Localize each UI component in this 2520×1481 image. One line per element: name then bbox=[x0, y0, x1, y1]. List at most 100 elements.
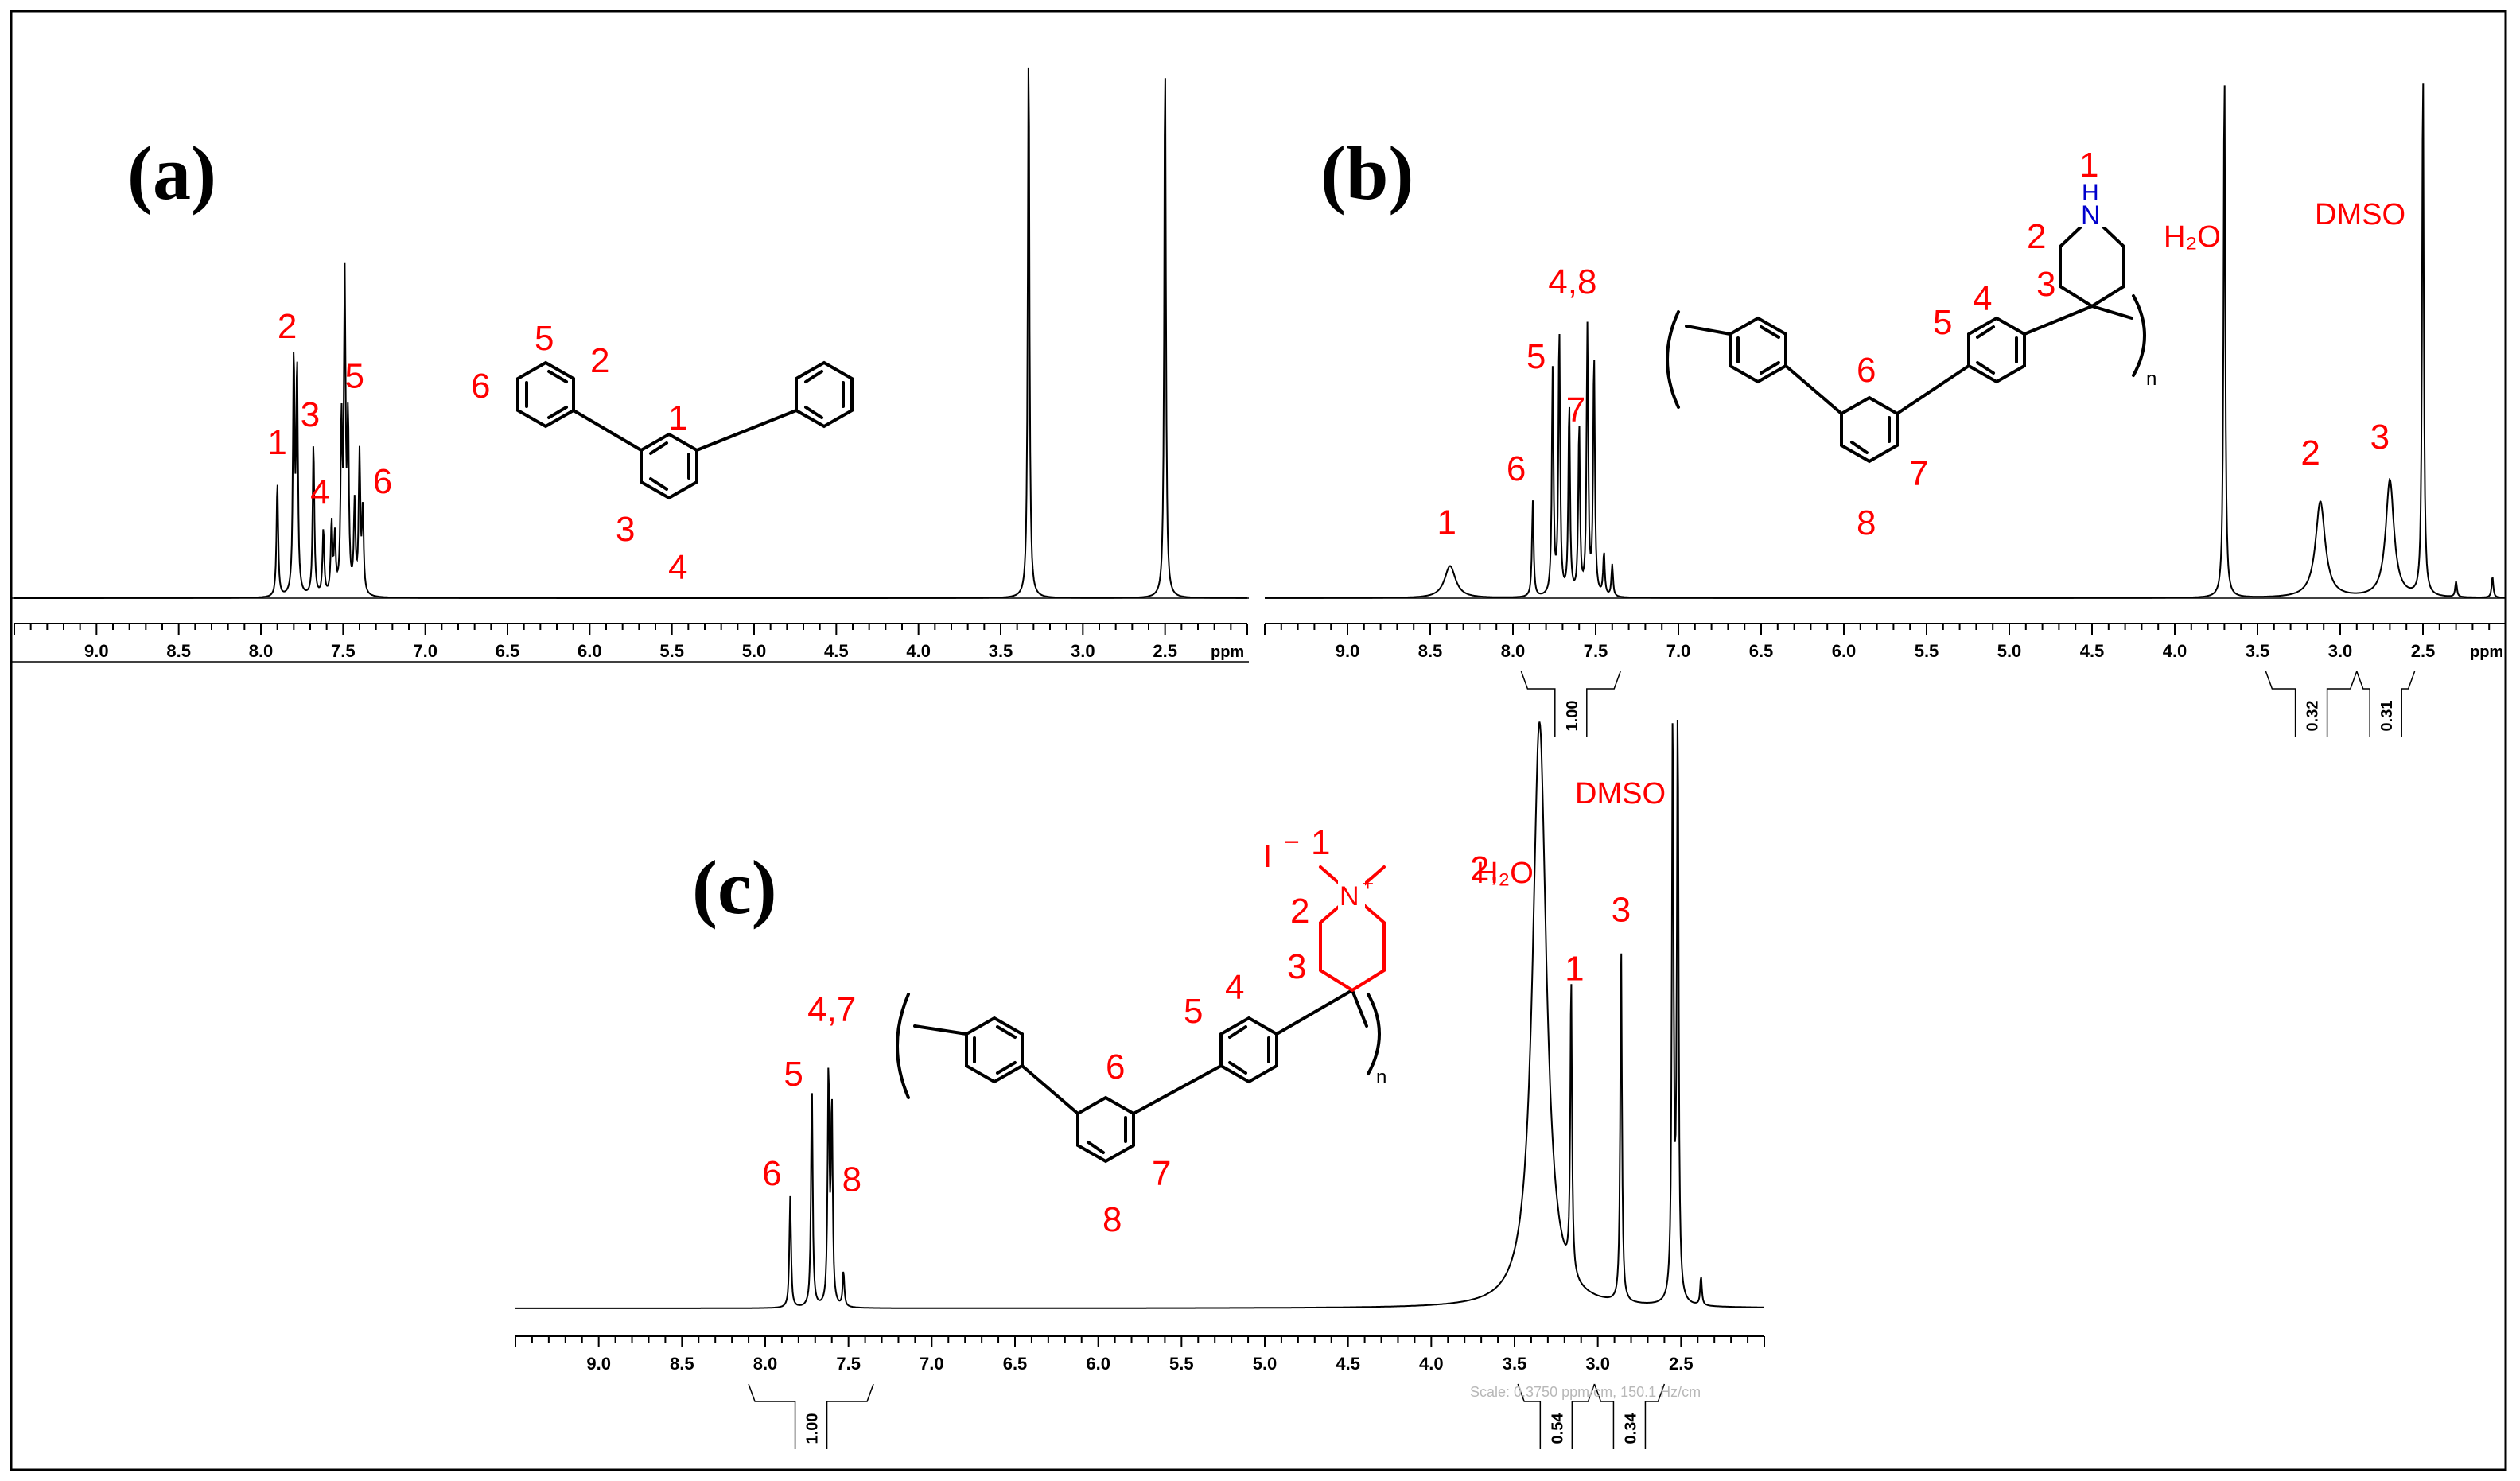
peak-label-b-3: 7 bbox=[1566, 391, 1585, 430]
axis-c-tick-label: 8.5 bbox=[670, 1354, 694, 1374]
bond-c-4 bbox=[1275, 989, 1354, 1036]
peak-label-b-2: 5 bbox=[1526, 337, 1546, 376]
axis-a-tick-label: 4.5 bbox=[824, 641, 849, 661]
bond-b-5 bbox=[2090, 305, 2133, 320]
axis-c-tick-label: 3.0 bbox=[1585, 1354, 1610, 1374]
counterion-c: I bbox=[1263, 839, 1272, 874]
structure-b-label-8: 8 bbox=[1857, 503, 1876, 542]
structure-a-label-2: 2 bbox=[590, 341, 609, 380]
axis-c-tick-label: 6.5 bbox=[1003, 1354, 1028, 1374]
axis-b-tick-label: 6.5 bbox=[1749, 641, 1774, 661]
panel-a: (a) 9.0 8.5 8.0 7.5 7.0 6.5 6.0 5.5 5.0 4.5 4.0 3.5… bbox=[14, 67, 1248, 661]
structure-b-label-2: 2 bbox=[2027, 217, 2046, 256]
aromatic-b-5 bbox=[1850, 441, 1869, 454]
axis-b-tick-label: 6.0 bbox=[1832, 641, 1857, 661]
structure-b-label-4: 4 bbox=[1973, 279, 1992, 318]
axis-b-tick-label: 2.5 bbox=[2411, 641, 2436, 661]
panel-c-label: (c) bbox=[692, 845, 777, 930]
axis-b: 9.0 8.5 8.0 7.5 7.0 6.5 6.0 5.5 5.0 4.5 4.0 3.5 3.0 2… bbox=[1264, 623, 2506, 661]
structure-c: N + I − 1 2 3 4 5 6 7 8 n bbox=[896, 823, 1386, 1239]
aromatic-c-2 bbox=[996, 1025, 1017, 1039]
structure-c-label-5: 5 bbox=[1184, 992, 1203, 1031]
structure-a: 5 2 6 1 3 4 bbox=[471, 319, 854, 587]
axis-c-tick-label: 5.5 bbox=[1169, 1354, 1194, 1374]
aromatic-a-3 bbox=[547, 406, 568, 419]
axis-a-tick-label: 4.0 bbox=[906, 641, 931, 661]
integral-b-0-value: 1.00 bbox=[1564, 701, 1581, 732]
structure-c-label-8: 8 bbox=[1102, 1200, 1122, 1239]
structure-c-label-n: n bbox=[1376, 1067, 1386, 1088]
bond-a-2 bbox=[695, 409, 798, 452]
figure-frame bbox=[10, 10, 2507, 1471]
aromatic-b-8 bbox=[1976, 361, 1995, 375]
integral-b-2-value: 0.31 bbox=[2378, 701, 2396, 732]
axis-b-tick-label: 8.5 bbox=[1418, 641, 1443, 661]
axis-b-tick-label: 4.0 bbox=[2163, 641, 2188, 661]
structure-b-label-7: 7 bbox=[1909, 454, 1928, 493]
structure-b: N H 1 2 3 4 5 6 7 8 n bbox=[1666, 146, 2156, 542]
axis-c-tick-label: 9.0 bbox=[586, 1354, 611, 1374]
peak-label-b-0: 1 bbox=[1437, 503, 1456, 542]
integral-c-2-bracket bbox=[1593, 1383, 1666, 1449]
structure-a-label-6: 6 bbox=[471, 367, 490, 406]
peak-label-b-6: 3 bbox=[2370, 418, 2390, 457]
bond-c-1 bbox=[913, 1024, 968, 1036]
peak-labels-c: 654,782,13 bbox=[762, 849, 1631, 1199]
peak-label-a-3: 4 bbox=[310, 473, 329, 512]
aromatic-a-8 bbox=[804, 370, 823, 383]
integral-c-1-value: 0.54 bbox=[1549, 1413, 1566, 1444]
peak-label-b-4: 4,8 bbox=[1548, 262, 1596, 301]
ring-a-left bbox=[516, 360, 575, 429]
axis-c-tick-label: 7.0 bbox=[920, 1354, 944, 1374]
axis-b-tick-label: 3.0 bbox=[2328, 641, 2353, 661]
integral-b-0-bracket bbox=[1520, 671, 1621, 737]
structure-a-label-1: 1 bbox=[668, 398, 687, 437]
axis-b-tick-label: 7.5 bbox=[1584, 641, 1608, 661]
peak-labels-a: 1 2 3 4 5 6 bbox=[267, 307, 392, 512]
nh-label-b: N bbox=[2081, 200, 2101, 231]
peak-label-c-6: 3 bbox=[1612, 891, 1631, 930]
axis-b-tick-label: 5.0 bbox=[1997, 641, 2022, 661]
axis-c-tick-label: 2.5 bbox=[1669, 1354, 1694, 1374]
n-mask-c bbox=[1338, 878, 1365, 910]
peak-label-c-4: 2, bbox=[1470, 849, 1499, 888]
polymer-bracket-c-right bbox=[1367, 993, 1381, 1075]
axis-a-tick-label: 6.5 bbox=[496, 641, 520, 661]
axis-b-tick-label: 8.0 bbox=[1501, 641, 1526, 661]
bond-c-5 bbox=[1351, 989, 1368, 1028]
polymer-bracket-c-left bbox=[896, 993, 910, 1099]
axis-b-tick-label: 4.5 bbox=[2080, 641, 2105, 661]
axis-c-tick-label: 8.0 bbox=[753, 1354, 778, 1374]
n-plus-label-c: N bbox=[1340, 881, 1359, 912]
axis-a-tick-label: 5.5 bbox=[659, 641, 684, 661]
axis-a-tick-label: 8.0 bbox=[249, 641, 274, 661]
axis-a-tick-label: 2.5 bbox=[1153, 641, 1177, 661]
axis-a-tick-label: 3.0 bbox=[1071, 641, 1095, 661]
axis-a-tick-label: 5.0 bbox=[742, 641, 767, 661]
axis-c: 9.0 8.5 8.0 7.5 7.0 6.5 6.0 5.5 5.0 4.5 4.0 3.5 3.0 2… bbox=[515, 1335, 1765, 1374]
axis-c-tick-label: 4.5 bbox=[1336, 1354, 1360, 1374]
integral-c-0-value: 1.00 bbox=[804, 1413, 822, 1444]
structure-a-label-3: 3 bbox=[616, 510, 635, 549]
integral-c-0-bracket bbox=[748, 1383, 874, 1449]
bond-c-2 bbox=[1021, 1064, 1079, 1115]
spectrum-c-line bbox=[515, 719, 1764, 1309]
axis-b-tick-label: 7.0 bbox=[1666, 641, 1691, 661]
integrals-c: 1.00 0.54 0.34 bbox=[748, 1383, 1666, 1449]
structure-b-label-n: n bbox=[2146, 368, 2156, 390]
counterion-charge-c: − bbox=[1284, 827, 1300, 857]
axis-a-tick-label: 9.0 bbox=[84, 641, 109, 661]
axis-a: 9.0 8.5 8.0 7.5 7.0 6.5 6.0 5.5 5.0 4.5 4.0 3.5 3.0 2… bbox=[14, 623, 1248, 661]
axis-b-tick-label: 9.0 bbox=[1336, 641, 1360, 661]
panel-a-label: (a) bbox=[127, 130, 216, 216]
aromatic-a-5 bbox=[649, 477, 668, 491]
bond-b-1 bbox=[1685, 325, 1732, 336]
peak-label-a-2: 3 bbox=[301, 395, 320, 434]
axis-c-tick-label: 3.5 bbox=[1503, 1354, 1527, 1374]
structure-c-label-1: 1 bbox=[1311, 823, 1330, 862]
integral-b-1-bracket bbox=[2265, 671, 2358, 737]
bond-a-1 bbox=[572, 409, 643, 452]
bond-b-2 bbox=[1784, 364, 1843, 415]
